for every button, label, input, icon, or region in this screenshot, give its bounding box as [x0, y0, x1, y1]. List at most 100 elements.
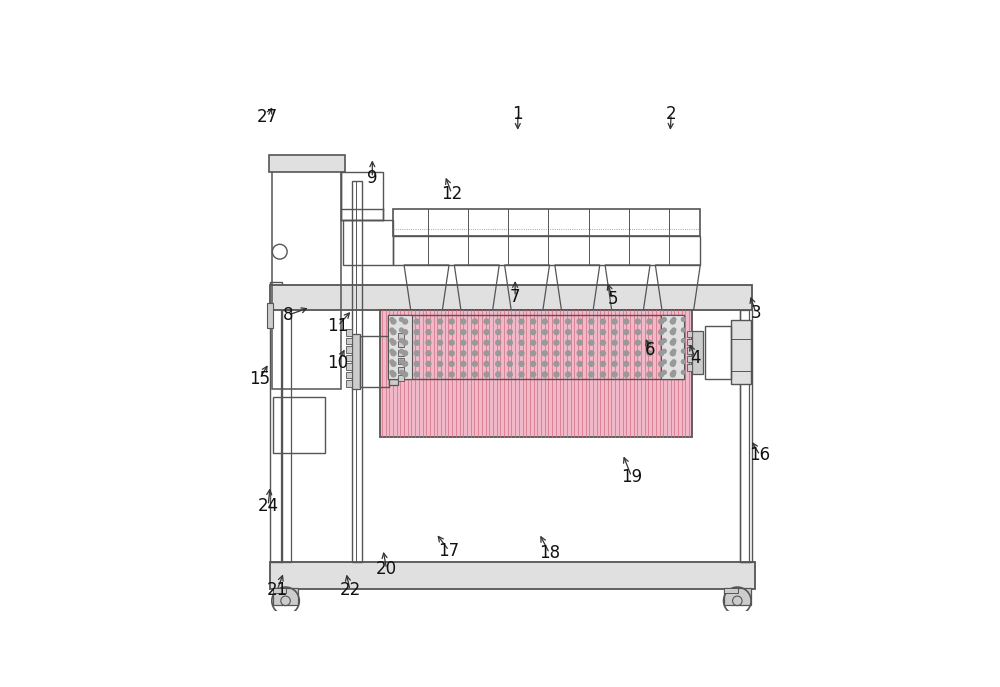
Circle shape: [460, 350, 466, 357]
Circle shape: [577, 329, 583, 335]
Circle shape: [389, 328, 395, 333]
Bar: [346, 363, 352, 370]
Bar: [273, 397, 325, 453]
Circle shape: [635, 318, 641, 325]
Circle shape: [600, 339, 606, 346]
Circle shape: [530, 371, 536, 378]
Circle shape: [542, 339, 548, 346]
Circle shape: [483, 350, 490, 357]
Circle shape: [460, 371, 466, 378]
Circle shape: [530, 361, 536, 367]
Circle shape: [507, 350, 513, 357]
Circle shape: [623, 350, 629, 357]
Circle shape: [565, 350, 571, 357]
Circle shape: [414, 350, 420, 357]
Circle shape: [671, 328, 676, 333]
Circle shape: [414, 361, 420, 367]
Bar: [352, 334, 360, 390]
Text: 7: 7: [510, 288, 520, 306]
Bar: [352, 181, 362, 562]
Circle shape: [437, 318, 443, 325]
Circle shape: [635, 350, 641, 357]
Circle shape: [577, 318, 583, 325]
Circle shape: [472, 361, 478, 367]
Text: 18: 18: [539, 544, 560, 562]
Circle shape: [670, 339, 676, 346]
Circle shape: [530, 329, 536, 335]
Circle shape: [600, 329, 606, 335]
Circle shape: [390, 361, 397, 367]
Circle shape: [553, 361, 560, 367]
Circle shape: [662, 348, 667, 354]
Circle shape: [495, 350, 501, 357]
Circle shape: [611, 329, 618, 335]
Circle shape: [577, 339, 583, 346]
Circle shape: [425, 361, 432, 367]
Bar: [346, 372, 352, 378]
Circle shape: [389, 359, 395, 364]
Text: 8: 8: [282, 306, 293, 324]
Circle shape: [414, 339, 420, 346]
Circle shape: [495, 318, 501, 325]
Circle shape: [542, 350, 548, 357]
Circle shape: [542, 318, 548, 325]
Text: 17: 17: [438, 541, 460, 560]
Text: 9: 9: [367, 168, 378, 187]
Circle shape: [681, 328, 686, 333]
Bar: [398, 366, 404, 373]
Text: 10: 10: [327, 354, 348, 372]
Circle shape: [635, 371, 641, 378]
Circle shape: [483, 318, 490, 325]
Circle shape: [518, 371, 525, 378]
Circle shape: [542, 361, 548, 367]
Circle shape: [646, 371, 653, 378]
Bar: [740, 310, 749, 562]
Circle shape: [646, 350, 653, 357]
Bar: [270, 284, 752, 310]
Circle shape: [553, 339, 560, 346]
Bar: [272, 167, 341, 390]
Bar: [398, 358, 404, 364]
Bar: [346, 381, 352, 387]
Circle shape: [399, 348, 404, 354]
Circle shape: [662, 359, 667, 364]
Bar: [687, 356, 692, 362]
Bar: [687, 330, 692, 337]
Circle shape: [646, 318, 653, 325]
Circle shape: [402, 350, 408, 357]
Bar: [398, 375, 404, 381]
Circle shape: [402, 329, 408, 335]
Circle shape: [635, 339, 641, 346]
Bar: [687, 348, 692, 354]
Circle shape: [611, 371, 618, 378]
Bar: [270, 562, 755, 589]
Circle shape: [425, 318, 432, 325]
Circle shape: [483, 339, 490, 346]
Circle shape: [623, 371, 629, 378]
Circle shape: [542, 329, 548, 335]
Circle shape: [671, 359, 676, 364]
Circle shape: [681, 317, 686, 322]
Circle shape: [518, 361, 525, 367]
Circle shape: [553, 371, 560, 378]
Text: 6: 6: [645, 341, 655, 359]
Circle shape: [658, 350, 664, 357]
Circle shape: [389, 338, 395, 344]
Bar: [346, 355, 352, 361]
Text: 20: 20: [376, 560, 397, 578]
Bar: [360, 337, 389, 387]
Circle shape: [646, 329, 653, 335]
Circle shape: [658, 329, 664, 335]
Circle shape: [671, 338, 676, 344]
Circle shape: [671, 348, 676, 354]
Circle shape: [658, 318, 664, 325]
Circle shape: [518, 318, 525, 325]
Text: 1: 1: [512, 105, 523, 123]
Text: 3: 3: [751, 304, 761, 322]
Circle shape: [600, 318, 606, 325]
Text: 15: 15: [249, 370, 270, 387]
Circle shape: [662, 370, 667, 375]
Bar: [389, 333, 398, 385]
Circle shape: [425, 371, 432, 378]
Circle shape: [402, 339, 408, 346]
